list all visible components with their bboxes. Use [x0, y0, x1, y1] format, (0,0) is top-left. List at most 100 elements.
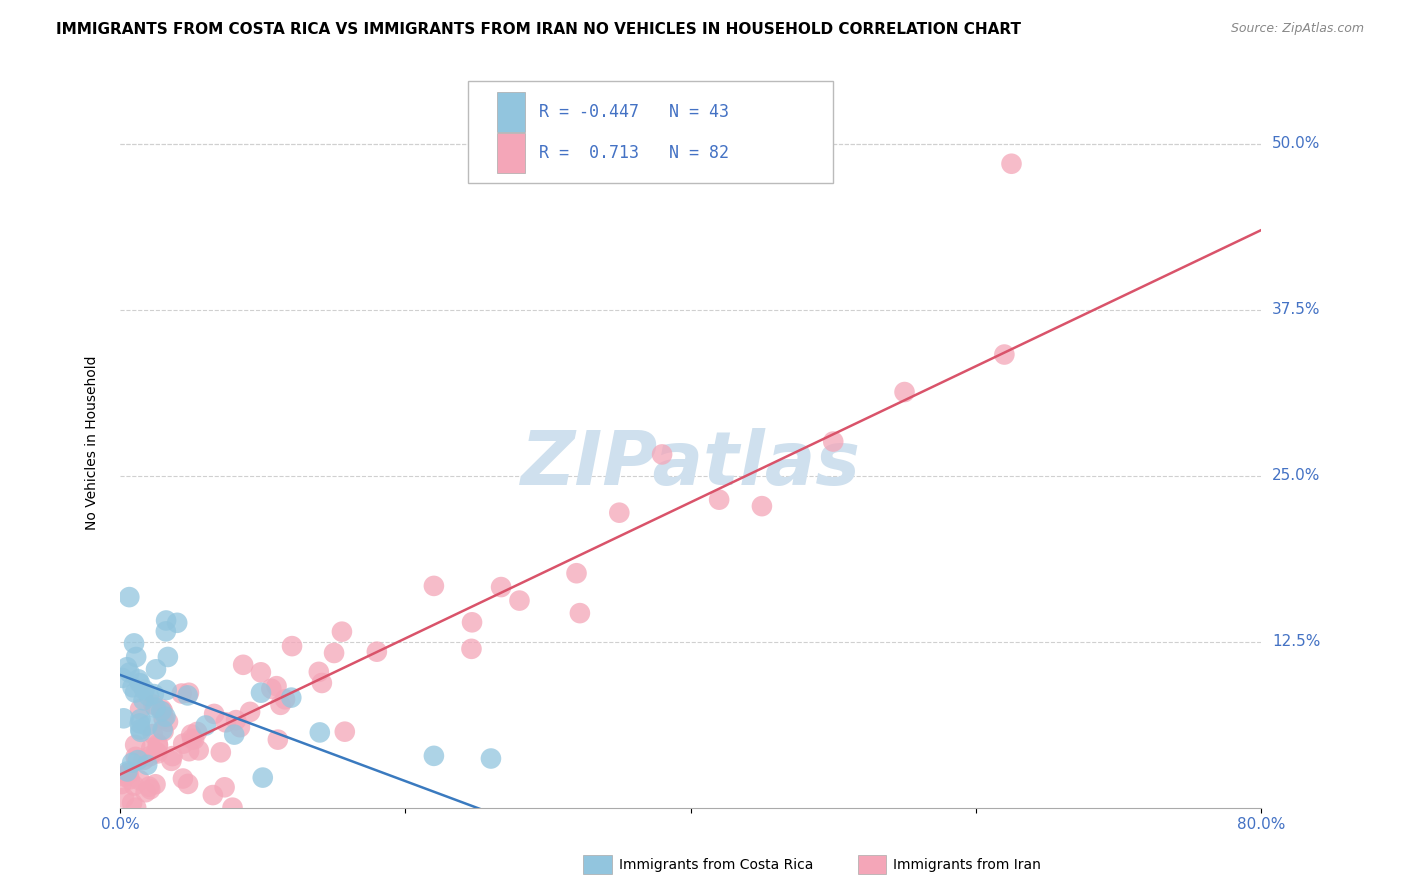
Point [186, 725, 208, 739]
Point [136, 757, 159, 772]
Point [152, 712, 174, 726]
Point [366, 645, 388, 659]
Point [118, 665, 141, 680]
Point [267, 732, 290, 747]
Point [323, 646, 346, 660]
Point [565, 566, 588, 581]
Point [281, 639, 304, 653]
Point [156, 714, 179, 729]
Text: R =  0.713   N = 82: R = 0.713 N = 82 [538, 144, 728, 161]
Point [707, 492, 730, 507]
Point [214, 780, 236, 795]
Point [232, 657, 254, 672]
Point [177, 777, 200, 791]
Point [202, 706, 225, 721]
Point [152, 723, 174, 737]
Point [423, 579, 446, 593]
Point [117, 764, 139, 779]
Point [127, 673, 149, 687]
Point [110, 777, 132, 791]
Point [124, 685, 146, 699]
Point [118, 772, 141, 787]
Point [155, 709, 177, 723]
Point [308, 665, 330, 679]
Point [751, 499, 773, 513]
Point [250, 686, 273, 700]
Point [280, 690, 302, 705]
Point [239, 705, 262, 719]
Point [122, 779, 145, 793]
Point [115, 766, 138, 780]
Point [129, 724, 152, 739]
Point [187, 743, 209, 757]
Y-axis label: No Vehicles in Household: No Vehicles in Household [86, 355, 100, 530]
Point [162, 749, 184, 764]
Point [112, 711, 135, 725]
Point [221, 800, 243, 814]
Point [115, 660, 138, 674]
Point [333, 724, 356, 739]
Point [568, 606, 591, 620]
Point [128, 716, 150, 731]
Point [194, 718, 217, 732]
Point [330, 624, 353, 639]
Point [225, 713, 247, 727]
Point [823, 434, 845, 449]
Point [176, 689, 198, 703]
Point [125, 800, 148, 814]
Point [260, 681, 283, 696]
Point [125, 650, 148, 665]
Point [129, 712, 152, 726]
Point [1000, 157, 1022, 171]
Point [156, 650, 179, 665]
Text: Source: ZipAtlas.com: Source: ZipAtlas.com [1230, 22, 1364, 36]
Point [508, 593, 530, 607]
Point [183, 732, 205, 747]
Point [145, 662, 167, 676]
Point [124, 738, 146, 752]
Point [177, 686, 200, 700]
Point [423, 748, 446, 763]
Point [139, 749, 162, 764]
Point [132, 693, 155, 707]
Point [250, 665, 273, 680]
Point [181, 731, 204, 746]
Point [145, 745, 167, 759]
Point [129, 723, 152, 737]
Bar [496, 133, 526, 173]
Point [201, 788, 224, 802]
Text: ZIPatlas: ZIPatlas [520, 428, 860, 501]
Point [145, 777, 167, 791]
Point [121, 680, 143, 694]
FancyBboxPatch shape [468, 81, 834, 184]
Point [461, 615, 484, 630]
Point [252, 771, 274, 785]
Point [150, 704, 173, 718]
Point [129, 702, 152, 716]
Point [607, 506, 630, 520]
Point [155, 624, 177, 639]
Text: 37.5%: 37.5% [1272, 302, 1320, 318]
Point [146, 739, 169, 753]
Point [124, 750, 146, 764]
Point [121, 796, 143, 810]
Point [311, 676, 333, 690]
Point [122, 636, 145, 650]
Point [118, 590, 141, 604]
Point [160, 754, 183, 768]
Point [129, 676, 152, 690]
Point [172, 772, 194, 786]
Point [134, 682, 156, 697]
Text: R = -0.447   N = 43: R = -0.447 N = 43 [538, 103, 728, 120]
Point [266, 679, 288, 693]
Text: 50.0%: 50.0% [1272, 136, 1320, 152]
Point [180, 727, 202, 741]
Point [224, 728, 246, 742]
Point [152, 705, 174, 719]
Point [136, 719, 159, 733]
Point [138, 780, 160, 794]
Point [150, 702, 173, 716]
Point [270, 698, 292, 712]
Point [172, 737, 194, 751]
Point [111, 671, 134, 685]
